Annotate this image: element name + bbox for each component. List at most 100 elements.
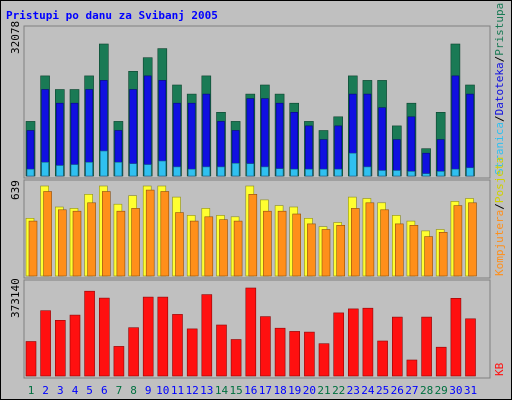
- bar-stranica-day-28: [422, 173, 430, 177]
- bar-kb-day-30: [450, 297, 462, 377]
- x-tick-label-day-30: 30: [449, 384, 462, 397]
- x-tick-label-day-15: 15: [229, 384, 242, 397]
- bar-datoteka-day-28: [422, 152, 430, 177]
- bar-kompjutera-day-16: [248, 194, 258, 277]
- bar-stranica-day-11: [173, 166, 181, 177]
- x-tick-label-day-13: 13: [200, 384, 213, 397]
- bar-stranica-day-26: [392, 170, 401, 177]
- y-max-label-kb: 373140: [9, 278, 22, 318]
- bar-kompjutera-day-23: [350, 208, 360, 277]
- legend-sep-2: /: [493, 115, 506, 122]
- bar-kb-day-8: [128, 327, 139, 377]
- legend-kompjutera: Kompjutera: [493, 210, 506, 276]
- bar-stranica-day-3: [55, 165, 64, 177]
- bar-stranica-day-1: [26, 168, 35, 177]
- bar-kb-day-6: [99, 297, 110, 377]
- bar-stranica-day-12: [187, 168, 196, 177]
- x-tick-label-day-11: 11: [171, 384, 184, 397]
- bar-datoteka-day-31: [466, 93, 474, 177]
- bar-kompjutera-day-14: [219, 219, 228, 277]
- x-tick-label-day-27: 27: [405, 384, 418, 397]
- x-tick-label-day-22: 22: [332, 384, 345, 397]
- x-tick-label-day-12: 12: [186, 384, 199, 397]
- y-max-label-visits: 32078: [9, 21, 22, 54]
- bar-kompjutera-day-1: [28, 220, 38, 277]
- legend-visits: Stranica/Datoteka/Pristupa: [493, 3, 506, 175]
- bar-stranica-day-20: [305, 168, 313, 177]
- bar-kompjutera-day-10: [160, 191, 170, 277]
- bar-kompjutera-day-12: [189, 220, 199, 277]
- bar-stranica-day-30: [451, 168, 460, 177]
- bar-stranica-day-23: [348, 152, 357, 177]
- bar-kb-day-25: [377, 340, 388, 377]
- bar-datoteka-day-11: [173, 102, 181, 177]
- bar-kb-day-14: [216, 324, 227, 377]
- bar-stranica-day-21: [319, 168, 328, 177]
- x-tick-label-day-10: 10: [156, 384, 169, 397]
- bar-kb-day-21: [318, 343, 330, 377]
- bar-kompjutera-day-24: [365, 202, 375, 277]
- bar-kompjutera-day-25: [380, 209, 389, 277]
- bar-datoteka-day-30: [451, 75, 460, 177]
- bar-datoteka-day-20: [305, 125, 313, 177]
- bar-kompjutera-day-7: [116, 210, 126, 277]
- bar-kompjutera-day-22: [336, 225, 346, 277]
- bar-stranica-day-8: [129, 163, 137, 177]
- bar-stranica-day-4: [70, 164, 79, 177]
- bar-kb-day-3: [54, 319, 66, 377]
- x-tick-label-day-9: 9: [145, 384, 152, 397]
- bar-kompjutera-day-21: [321, 229, 331, 277]
- bar-kompjutera-day-15: [233, 220, 243, 277]
- bar-datoteka-day-29: [436, 139, 445, 177]
- svg-text:Stranica/Datoteka/Pristupa: Stranica/Datoteka/Pristupa: [493, 3, 506, 175]
- legend-sep-3: /: [493, 203, 506, 210]
- x-tick-label-day-20: 20: [303, 384, 316, 397]
- bar-kb-day-16: [245, 287, 257, 377]
- bar-kb-day-4: [69, 314, 81, 377]
- bar-stranica-day-27: [407, 171, 416, 177]
- bar-stranica-day-13: [202, 166, 211, 177]
- panel-frame-visits: [23, 25, 491, 179]
- bar-kompjutera-day-27: [409, 225, 419, 277]
- bar-kompjutera-day-9: [145, 189, 155, 277]
- bar-datoteka-day-12: [187, 102, 196, 177]
- x-tick-label-day-18: 18: [273, 384, 286, 397]
- x-tick-label-day-26: 26: [391, 384, 404, 397]
- bar-kompjutera-day-19: [292, 213, 302, 277]
- bar-kb-day-31: [465, 318, 476, 377]
- bar-kb-day-18: [274, 327, 286, 377]
- bar-stranica-day-25: [378, 170, 386, 177]
- x-tick-label-day-19: 19: [288, 384, 301, 397]
- bar-kb-day-15: [230, 339, 242, 377]
- legend-posjeta: Posjeta: [493, 157, 506, 203]
- bar-kb-day-20: [304, 331, 315, 377]
- bar-kompjutera-day-11: [175, 212, 184, 277]
- svg-text:Kompjutera/Posjeta: Kompjutera/Posjeta: [493, 157, 506, 276]
- x-tick-label-day-5: 5: [86, 384, 93, 397]
- bar-kb-day-27: [406, 359, 418, 377]
- bar-kb-day-22: [333, 312, 345, 377]
- bar-kb-day-13: [201, 294, 213, 377]
- bar-stranica-day-9: [143, 164, 152, 177]
- bar-datoteka-day-17: [261, 98, 269, 177]
- legend-stranica: Stranica: [493, 122, 506, 175]
- svg-text:KB: KB: [493, 362, 506, 376]
- legend-datoteka: Datoteka: [493, 62, 506, 115]
- x-tick-label-day-29: 29: [435, 384, 448, 397]
- bar-datoteka-day-19: [290, 112, 299, 177]
- bar-stranica-day-18: [275, 168, 284, 177]
- bar-stranica-day-14: [217, 166, 225, 177]
- x-tick-label-day-23: 23: [347, 384, 360, 397]
- bar-kompjutera-day-20: [307, 223, 316, 277]
- x-axis-labels: 1 2 3 4 5 6 7 8 9 10 11 12 13 14 15 16 17 18 19 20 21 22 23 24 2…: [28, 384, 477, 397]
- bar-datoteka-day-27: [407, 116, 416, 177]
- x-tick-label-day-7: 7: [116, 384, 123, 397]
- bar-kb-day-10: [157, 296, 169, 377]
- x-tick-label-day-28: 28: [420, 384, 433, 397]
- bar-kompjutera-day-28: [424, 236, 433, 277]
- legend-computers: Kompjutera/Posjeta: [493, 157, 506, 276]
- bar-kompjutera-day-5: [87, 202, 96, 277]
- y-max-label-computers: 639: [9, 180, 22, 200]
- bar-stranica-day-17: [261, 166, 269, 177]
- bar-kb-day-9: [142, 296, 154, 377]
